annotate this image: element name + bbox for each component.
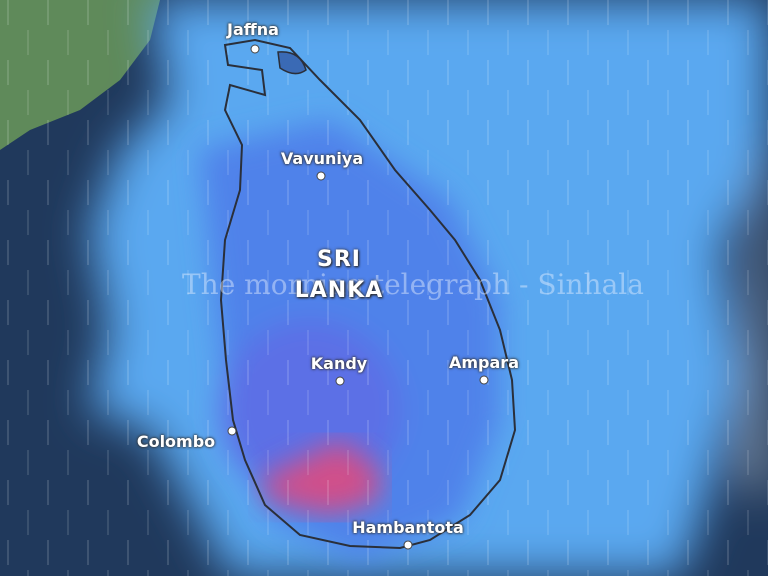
city-label-jaffna: Jaffna: [227, 20, 279, 39]
country-label-line2: LANKA: [294, 278, 384, 303]
watermark: The morning telegraph - Sinhala: [182, 268, 644, 301]
city-label-vavuniya: Vavuniya: [280, 149, 364, 168]
city-marker-jaffna[interactable]: [250, 44, 260, 54]
city-label-kandy: Kandy: [310, 354, 368, 373]
city-marker-ampara[interactable]: [479, 375, 489, 385]
city-marker-vavuniya[interactable]: [316, 171, 326, 181]
country-label-line1: SRI: [317, 247, 361, 272]
city-label-ampara: Ampara: [449, 353, 519, 372]
city-marker-kandy[interactable]: [335, 376, 345, 386]
city-label-hambantota: Hambantota: [352, 518, 464, 537]
sri-lanka-outline: [219, 38, 517, 550]
city-label-colombo: Colombo: [136, 432, 216, 451]
city-marker-hambantota[interactable]: [403, 540, 413, 550]
jaffna-lagoon: [277, 51, 307, 75]
city-marker-colombo[interactable]: [227, 426, 237, 436]
